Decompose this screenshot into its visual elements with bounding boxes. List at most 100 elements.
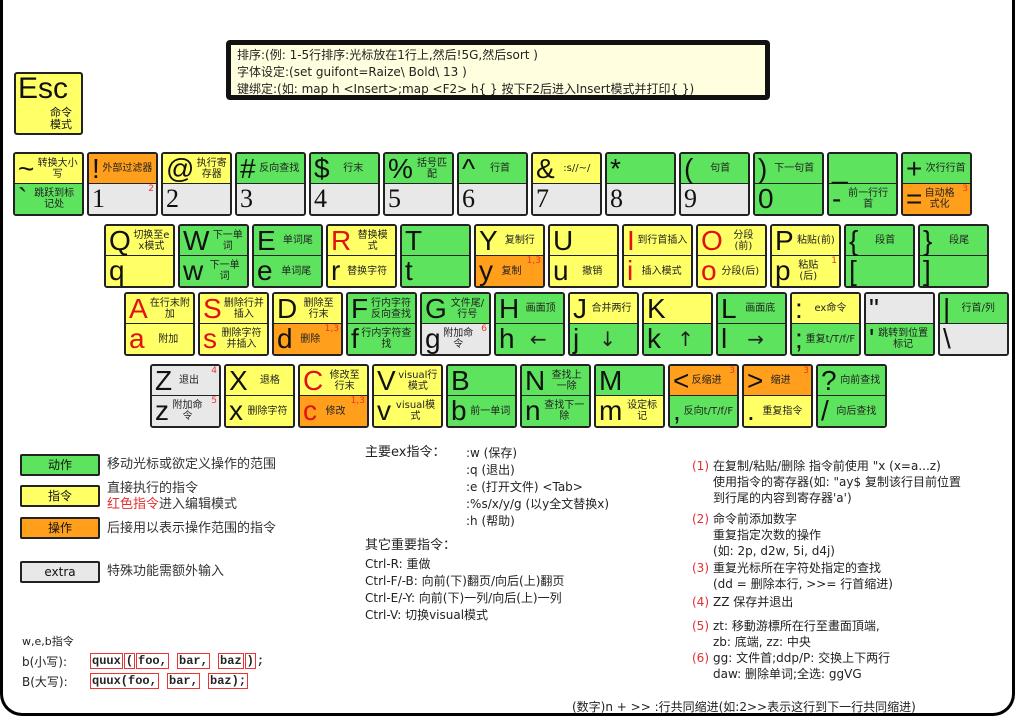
key-char: T: [405, 224, 423, 256]
info-font: 字体设定:(set guifont=Raize\ Bold\ 13 ): [237, 65, 467, 79]
key-char: \: [943, 323, 951, 354]
key-r2-k8: L 画面底 l →: [716, 292, 787, 356]
key-r2-k2: D 删除至行末 d 删除 1,3: [272, 292, 343, 356]
key-label: 退格: [259, 375, 280, 386]
key-char: ^: [462, 152, 476, 184]
key-char: @: [166, 152, 195, 184]
key-r1-k2: E 单词尾 e 单词尾: [252, 224, 323, 288]
key-bot-half: , 反向t/T/f/F: [670, 396, 737, 426]
key-note-ref: 1,3: [526, 256, 541, 266]
key-note-ref: 1,3: [324, 324, 339, 334]
key-char: p: [775, 255, 791, 286]
code-segment: quux: [90, 653, 123, 669]
key-bot-half: m 设定标记: [596, 396, 663, 426]
key-top-half: Z 退出 4: [152, 366, 219, 396]
key-label: 向后查找: [836, 405, 877, 417]
key-bot-half: z 附加命令 5: [152, 396, 219, 426]
key-top-half: H 画面顶: [496, 294, 563, 324]
note-line: ZZ 保存并退出: [713, 595, 794, 609]
note-number: (2): [692, 512, 709, 526]
key-label: 替换字符: [347, 265, 388, 277]
key-bot-half: c 修改 1,3: [300, 396, 367, 426]
note-line: zb: 底端, zz: 中央: [713, 635, 811, 649]
key-char: 2: [166, 184, 179, 213]
key-char: {: [849, 224, 859, 256]
note-line: gg: 文件首;ddp/P: 交换上下两行: [713, 651, 891, 665]
key-r0-k2: @ 执行寄存器 2: [161, 152, 232, 216]
key-char: c: [303, 395, 317, 426]
key-top-half: W 下一单词: [180, 226, 247, 256]
key-char: Y: [479, 224, 498, 256]
key-r2-k10: " ' 跳转到位置标记: [864, 292, 935, 356]
key-top-half: R 替换模式: [328, 226, 395, 256]
key-label: 画面顶: [525, 303, 556, 314]
key-label: 替换模式: [357, 229, 388, 252]
key-top-half: | 行首/列: [940, 294, 1007, 324]
key-char: e: [257, 255, 273, 286]
key-top-half: C 修改至行末: [300, 366, 367, 396]
key-bot-half: f 行内字符查找: [348, 324, 415, 354]
footer-note: (数字)n + >> :行共同缩进(如:2>>表示这行到下一行共同缩进): [572, 700, 916, 714]
key-bot-half: r 替换字符: [328, 256, 395, 286]
key-char: .: [747, 395, 755, 426]
key-bot-half: i 插入模式: [624, 256, 691, 286]
key-char: (: [684, 152, 694, 184]
key-top-half: # 反向查找: [237, 154, 304, 184]
key-label: 查找上一除: [551, 369, 582, 392]
key-r0-k1: ! 外部过滤器 1 2: [87, 152, 158, 216]
key-bot-half: l →: [718, 324, 785, 354]
key-label: 切换至ex模式: [133, 229, 170, 252]
key-r3-k5: N 查找上一除 n 查找下一除: [520, 364, 591, 428]
key-char: S: [203, 292, 222, 324]
key-label: 文件尾/行号: [450, 297, 485, 320]
key-r0-k8: * 8: [605, 152, 676, 216]
legend-box-extra: extra: [20, 561, 100, 583]
key-char: k: [647, 323, 661, 354]
command-item: :e (打开文件) <Tab>: [466, 480, 583, 494]
key-label: 附加命令: [172, 400, 203, 422]
key-bot-half: t: [402, 256, 469, 286]
key-r3-k7: < 反缩进 3, 反向t/T/f/F: [668, 364, 739, 428]
key-char: C: [303, 364, 324, 396]
key-char: ): [758, 152, 768, 184]
key-char: W: [183, 224, 210, 256]
key-bot-half: o 分段(后): [698, 256, 765, 286]
key-label: 下一句首: [774, 163, 815, 174]
info-keymap: 键绑定:(如: map h <Insert>;map <F2> h{ } 按下F…: [237, 82, 695, 96]
key-label: 查找下一除: [544, 400, 585, 422]
arrow-icon: ↑: [677, 327, 694, 351]
key-top-half: M: [596, 366, 663, 396]
key-bot-half: p 粘贴(后) 1: [772, 256, 839, 286]
key-top-half: K: [644, 294, 711, 324]
note-number: (1): [692, 459, 709, 473]
key-char: 1: [92, 184, 105, 213]
key-top-half: &:s//~/: [533, 154, 600, 184]
arrow-icon: →: [747, 327, 764, 351]
key-top-half: X 退格: [226, 366, 293, 396]
key-label: 下一单词: [212, 229, 243, 252]
key-label: 反向t/T/f/F: [683, 405, 734, 417]
key-bot-half: y 复制 1,3: [476, 256, 543, 286]
key-top-half: *: [607, 154, 674, 184]
key-char: m: [599, 395, 623, 426]
key-char: w: [183, 255, 204, 286]
key-r1-k0: Q 切换至ex模式 q: [104, 224, 175, 288]
key-char: A: [129, 292, 148, 324]
key-top-half: S 删除行并插入: [200, 294, 267, 324]
key-label: 重复t/T/f/F: [805, 333, 856, 345]
key-top-half: ": [866, 294, 933, 324]
key-bot-half: 2: [163, 184, 230, 214]
key-label: 单词尾: [281, 265, 312, 277]
other-heading: 其它重要指令：: [365, 538, 457, 553]
key-char: `: [18, 183, 28, 214]
key-top-half: ? 向前查找: [818, 366, 885, 396]
key-r0-k0: ~ 转换大小写 ` 跳跃到标记处: [13, 152, 84, 216]
legend-text-action: 移动光标或欲定义操作的范围: [107, 457, 277, 472]
note-line: zt: 移動游標所在行至畫面頂端,: [713, 619, 880, 633]
key-char: <: [673, 364, 690, 396]
note-line: (dd = 删除本行, >>= 行首缩进): [713, 577, 893, 591]
key-char: !: [92, 152, 100, 184]
key-char: _: [832, 152, 848, 184]
